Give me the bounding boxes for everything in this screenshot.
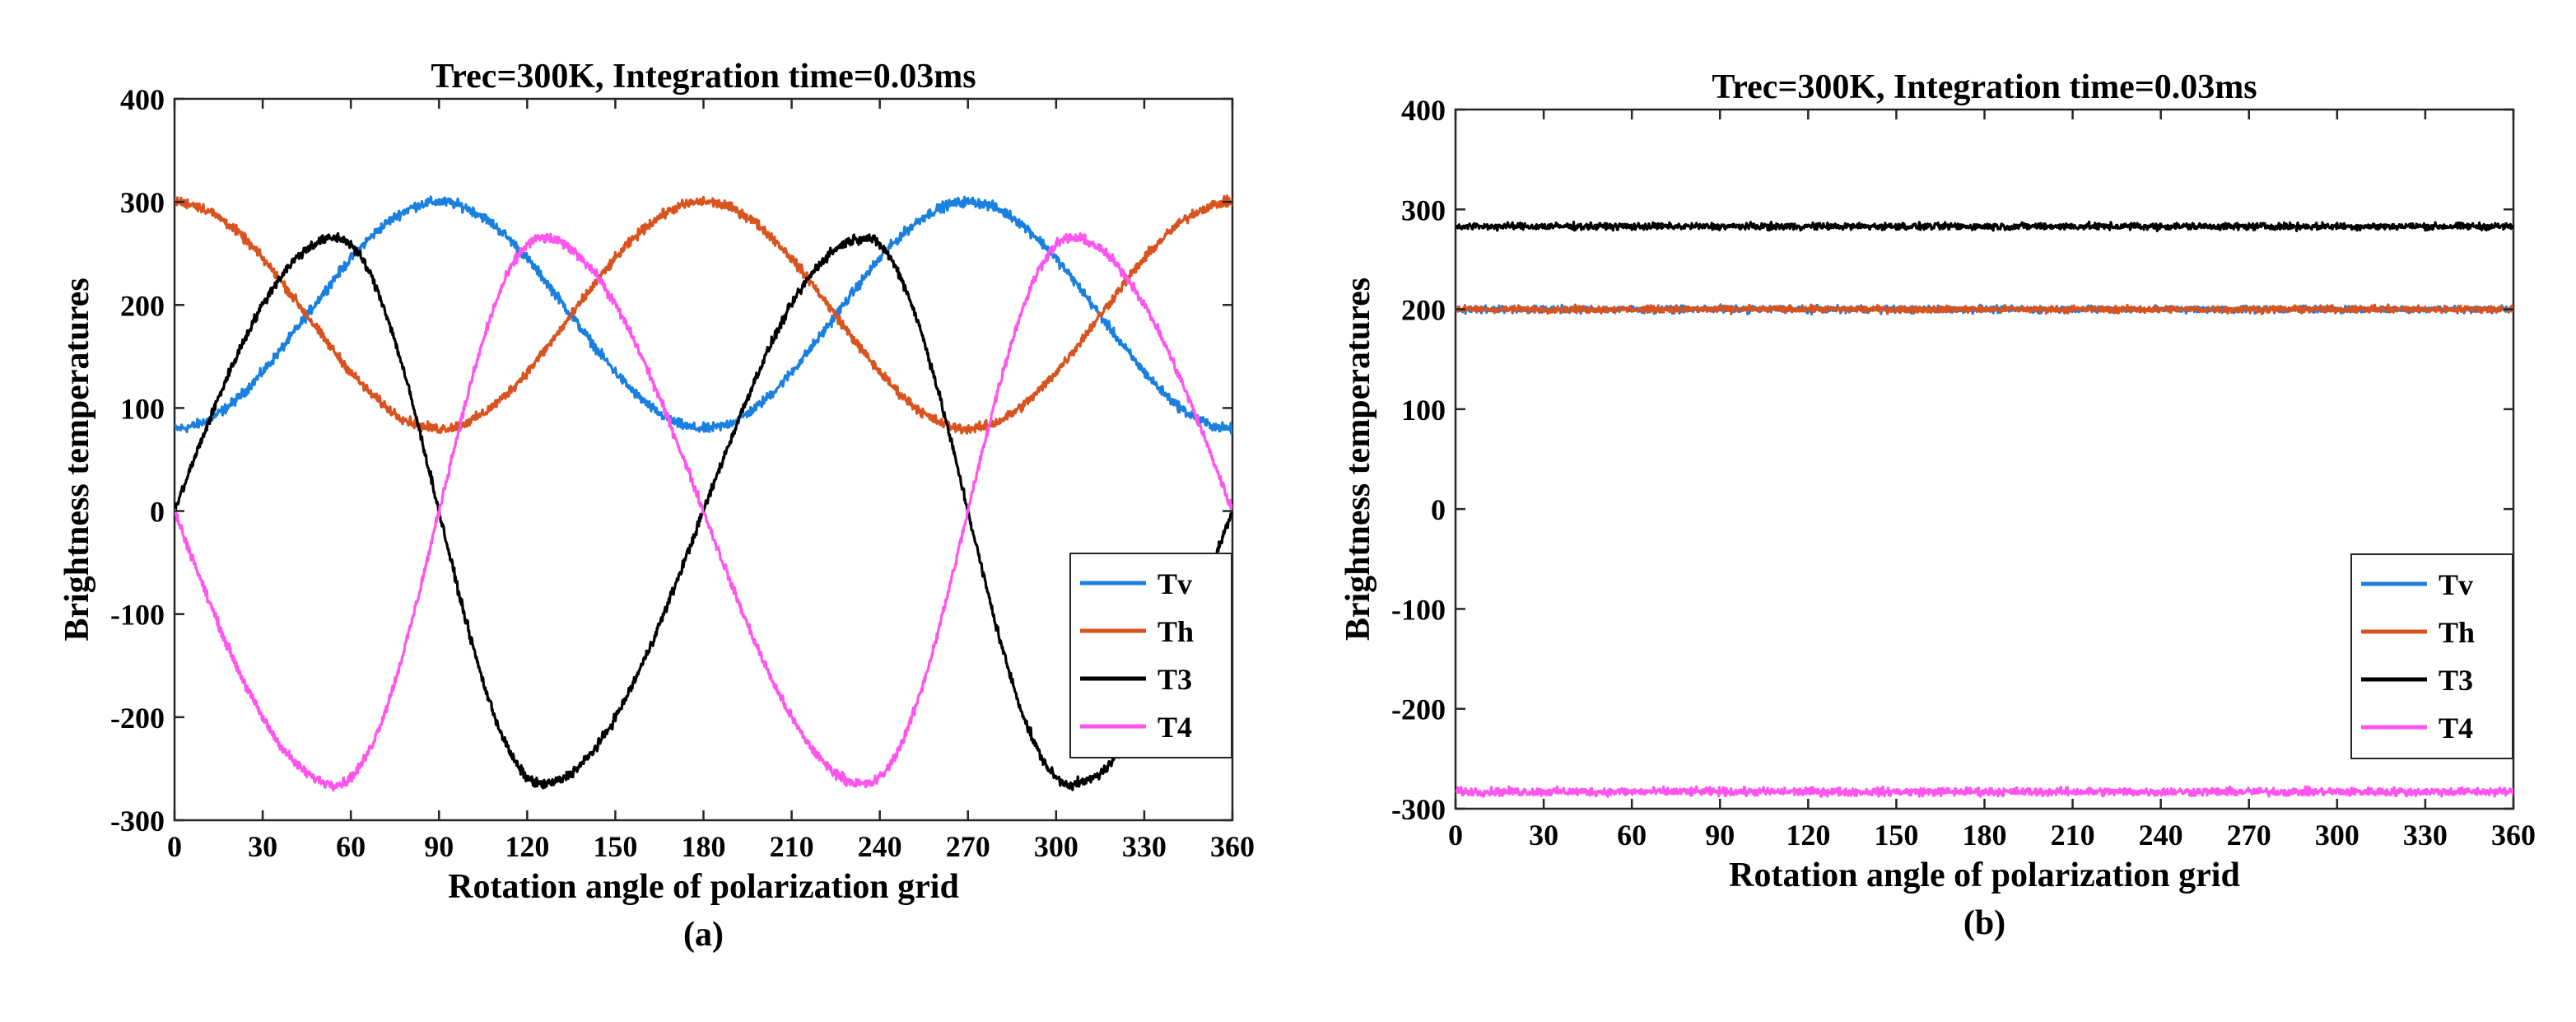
y-tick-label: 100 bbox=[1401, 394, 1446, 427]
series-line-t3 bbox=[1456, 220, 2513, 232]
x-tick-label: 180 bbox=[682, 830, 726, 863]
x-tick-label: 240 bbox=[2139, 819, 2183, 852]
series-line-th bbox=[1456, 303, 2513, 315]
x-tick-label: 360 bbox=[1210, 830, 1255, 863]
plot-frame bbox=[173, 97, 1234, 822]
y-tick-label: 0 bbox=[1431, 493, 1446, 526]
legend: Tv Th T3 T4 bbox=[2350, 553, 2513, 759]
y-tick-label: -300 bbox=[1391, 793, 1446, 826]
legend-label-tv: Tv bbox=[2439, 568, 2473, 601]
chart-a: 0 30 60 90 120 150 180 210 240 270 300 330 360 -300 -2… bbox=[58, 58, 1255, 954]
legend-label-tv: Tv bbox=[1158, 567, 1192, 600]
y-tick-label: 300 bbox=[1401, 194, 1446, 226]
series-line-t4 bbox=[1456, 785, 2513, 798]
x-tick-label: 90 bbox=[424, 830, 454, 863]
x-tick-label: 0 bbox=[1448, 819, 1463, 852]
legend-label-th: Th bbox=[1158, 615, 1194, 648]
x-tick-label: 60 bbox=[336, 830, 366, 863]
y-tick-label: 300 bbox=[120, 186, 165, 219]
chart-title: Trec=300K, Integration time=0.03ms bbox=[431, 58, 976, 96]
series-group bbox=[175, 194, 1232, 792]
x-tick-label: 270 bbox=[946, 830, 990, 863]
y-axis-label: Brightness temperatures bbox=[1339, 278, 1377, 641]
legend-label-t4: T4 bbox=[1158, 711, 1192, 744]
x-tick-label: 90 bbox=[1705, 819, 1735, 852]
legend-box bbox=[2350, 553, 2513, 759]
y-tick-label: -100 bbox=[1391, 593, 1446, 626]
x-tick-label: 240 bbox=[858, 830, 902, 863]
chart-caption: (a) bbox=[683, 916, 724, 954]
y-tick-label: 200 bbox=[1401, 294, 1446, 327]
series-line-th bbox=[175, 194, 1232, 435]
x-tick-label: 30 bbox=[248, 830, 277, 863]
chart-caption: (b) bbox=[1963, 904, 2005, 942]
y-tick-label: 400 bbox=[1401, 94, 1446, 127]
x-tick-label: 270 bbox=[2227, 819, 2271, 852]
legend-label-th: Th bbox=[2439, 616, 2475, 649]
x-tick-label: 360 bbox=[2491, 819, 2536, 852]
x-axis-label: Rotation angle of polarization grid bbox=[448, 868, 959, 906]
x-tick-label: 0 bbox=[167, 830, 182, 863]
x-tick-label: 300 bbox=[2315, 819, 2359, 852]
x-tick-label: 150 bbox=[593, 830, 637, 863]
x-tick-label: 120 bbox=[505, 830, 549, 863]
x-axis-label: Rotation angle of polarization grid bbox=[1729, 856, 2240, 894]
x-tick-label: 60 bbox=[1617, 819, 1647, 852]
legend-box bbox=[1069, 553, 1232, 758]
x-tick-label: 330 bbox=[2403, 819, 2448, 852]
y-tick-label: 0 bbox=[150, 496, 165, 529]
chart-b: 0 30 60 90 120 150 180 210 240 270 300 330 360 -300 -2… bbox=[1339, 68, 2536, 942]
x-tick-label: 180 bbox=[1963, 819, 2007, 852]
legend: Tv Th T3 T4 bbox=[1069, 553, 1232, 758]
y-tick-label: -200 bbox=[110, 702, 165, 735]
x-tick-label: 150 bbox=[1874, 819, 1918, 852]
legend-label-t4: T4 bbox=[2439, 712, 2473, 744]
x-tick-label: 210 bbox=[2051, 819, 2095, 852]
legend-label-t3: T3 bbox=[2439, 664, 2473, 697]
chart-title: Trec=300K, Integration time=0.03ms bbox=[1712, 68, 2257, 106]
y-tick-label: 400 bbox=[120, 83, 165, 116]
y-tick-label: -100 bbox=[110, 599, 165, 632]
series-line-t4 bbox=[175, 232, 1232, 792]
x-tick-label: 300 bbox=[1034, 830, 1078, 863]
series-group bbox=[1456, 220, 2513, 798]
y-tick-label: -300 bbox=[110, 805, 165, 838]
y-tick-label: 200 bbox=[120, 289, 165, 322]
series-line-tv bbox=[175, 195, 1232, 435]
legend-label-t3: T3 bbox=[1158, 663, 1192, 696]
y-tick-label: -200 bbox=[1391, 693, 1446, 726]
y-axis-label: Brightness temperatures bbox=[58, 278, 96, 641]
x-tick-label: 330 bbox=[1122, 830, 1167, 863]
y-tick-label: 100 bbox=[120, 392, 165, 425]
x-tick-label: 30 bbox=[1529, 819, 1558, 852]
x-tick-label: 210 bbox=[770, 830, 814, 863]
x-tick-label: 120 bbox=[1786, 819, 1830, 852]
